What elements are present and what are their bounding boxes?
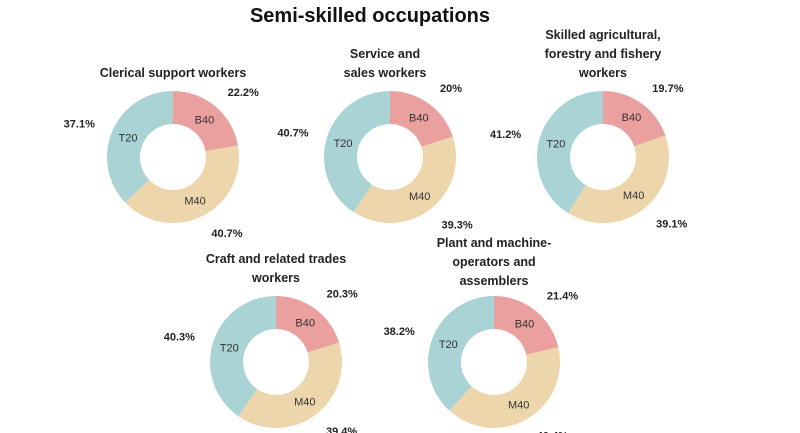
chart-title-line: Craft and related trades [205, 252, 347, 266]
slice-value-t20: 37.1% [64, 118, 95, 130]
skilled-agricultural-forestry-and-fishery-workers-donut: B40 19.7% M40 39.1% T20 41.2% [490, 83, 688, 231]
chart-title-line: forestry and fishery [544, 47, 662, 61]
chart-title-line: Plant and machine- [436, 236, 552, 250]
craft-and-related-trades-workers-donut: B40 20.3% M40 39.4% T20 40.3% [164, 289, 358, 433]
donut-slice-t20 [537, 91, 603, 214]
slice-value-m40: 40.7% [211, 228, 242, 240]
slice-value-t20: 38.2% [384, 326, 415, 338]
slice-label-b40: B40 [622, 112, 642, 124]
slice-value-b40: 21.4% [547, 290, 578, 302]
plant-and-machine-operators-and-assemblers-donut: B40 21.4% M40 40.4% T20 38.2% [384, 290, 579, 433]
slice-label-m40: M40 [508, 399, 529, 411]
donut-slice-b40 [603, 91, 666, 147]
slice-value-t20: 41.2% [490, 129, 521, 141]
service-and-sales-workers-donut: B40 20% M40 39.3% T20 40.7% [277, 83, 472, 231]
page-title: Semi-skilled occupations [249, 5, 491, 27]
donut-slice-b40 [276, 296, 340, 353]
chart-title-line: assemblers [459, 274, 529, 288]
slice-label-m40: M40 [623, 190, 644, 202]
clerical-support-workers-title: Clerical support workers [73, 64, 273, 83]
donut-slice-t20 [324, 91, 390, 213]
plant-and-machine-operators-and-assemblers-title: Plant and machine-operators and assembler… [394, 234, 594, 291]
donut-slice-m40 [353, 136, 457, 224]
slice-value-m40: 39.4% [326, 426, 357, 433]
donut-slice-t20 [209, 296, 276, 417]
service-and-sales-workers-title: Service and sales workers [285, 45, 485, 83]
slice-label-b40: B40 [195, 114, 215, 126]
chart-title-line: operators and [452, 255, 536, 269]
slice-label-t20: T20 [334, 138, 353, 150]
skilled-agricultural-forestry-and-fishery-workers-title: Skilled agricultural, forestry and fisher… [503, 26, 703, 83]
slice-value-b40: 19.7% [652, 83, 683, 95]
donut-slice-m40 [125, 145, 239, 223]
donut-slice-m40 [238, 342, 343, 429]
clerical-support-workers-donut: B40 22.2% M40 40.7% T20 37.1% [64, 87, 259, 240]
slice-value-t20: 40.7% [277, 128, 308, 140]
slice-value-m40: 39.3% [441, 220, 472, 232]
slice-label-b40: B40 [409, 112, 429, 124]
slice-label-b40: B40 [295, 318, 315, 330]
slice-label-b40: B40 [515, 319, 535, 331]
slice-label-t20: T20 [220, 342, 239, 354]
craft-and-related-trades-workers-title: Craft and related trades workers [176, 250, 376, 288]
slice-label-t20: T20 [439, 339, 458, 351]
donut-slice-b40 [390, 91, 453, 147]
slice-label-m40: M40 [294, 397, 315, 409]
donut-slice-t20 [428, 296, 494, 411]
slice-value-m40: 40.4% [537, 430, 568, 433]
donut-slice-b40 [173, 91, 238, 152]
donut-slice-t20 [107, 91, 173, 203]
chart-title-line: Service and [349, 47, 421, 61]
slice-label-t20: T20 [546, 139, 565, 151]
donut-slice-m40 [449, 347, 560, 428]
donut-slice-m40 [568, 135, 669, 223]
slice-value-b40: 20.3% [327, 289, 358, 301]
chart-title-line: workers [579, 66, 627, 80]
slice-value-t20: 40.3% [164, 331, 195, 343]
chart-title-line: Skilled agricultural, [545, 28, 661, 42]
slice-value-b40: 20% [440, 83, 462, 95]
slice-value-m40: 39.1% [656, 218, 687, 230]
chart-title-line: sales workers [343, 66, 427, 80]
slice-label-m40: M40 [184, 196, 205, 208]
chart-title-line: workers [252, 271, 300, 285]
chart-title-line: Clerical support workers [99, 66, 247, 80]
donut-slice-b40 [494, 296, 559, 355]
slice-label-t20: T20 [118, 133, 137, 145]
slice-label-m40: M40 [409, 191, 430, 203]
slice-value-b40: 22.2% [228, 87, 259, 99]
